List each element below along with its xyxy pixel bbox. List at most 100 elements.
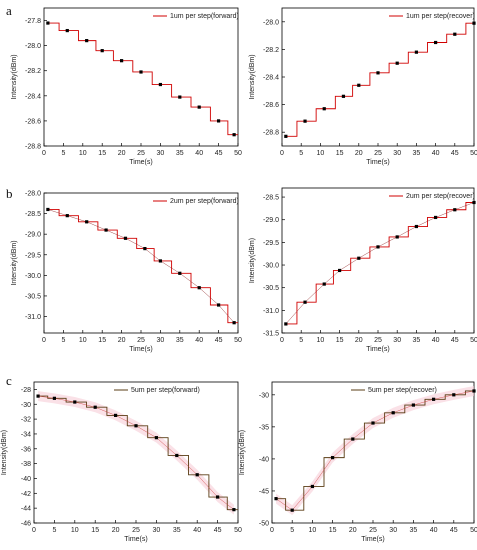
chart-2-xtick-label: 40	[432, 150, 440, 157]
chart-3-plot-frame	[43, 192, 239, 334]
chart-1-xtick-label: 0	[42, 150, 46, 157]
chart-6-ytick-label: -35	[259, 424, 269, 431]
chart-5-data-point	[195, 473, 199, 477]
chart-3-ytick-label: -29.0	[25, 232, 41, 239]
chart-1-ytick-label: -28.6	[25, 118, 41, 125]
panel-label-b: b	[6, 186, 13, 201]
chart-2-ytick-label: -28.6	[263, 102, 279, 109]
chart-1-step-line	[47, 22, 238, 136]
chart-4-data-point	[322, 282, 326, 286]
chart-1-data-point	[217, 119, 221, 123]
chart-4-ytick-label: -28.5	[263, 195, 279, 202]
chart-3-xtick-label: 0	[42, 337, 46, 344]
chart-3-ytick-label: -28.5	[25, 211, 41, 218]
chart-6-xtick-label: 50	[470, 527, 477, 534]
chart-3-data-point	[46, 207, 50, 212]
chart-4-ylabel: Intensity(dBm)	[249, 238, 256, 283]
chart-4-ytick-label: -31.5	[263, 331, 279, 338]
chart-3-legend-label: 2um per step(forward)	[170, 198, 239, 205]
chart-4-data-point	[376, 245, 380, 249]
chart-6-xtick-label: 30	[389, 527, 397, 534]
chart-6-data-point	[452, 393, 456, 397]
chart-3-data-point	[217, 303, 221, 307]
chart-2-xtick-label: 10	[317, 150, 325, 157]
chart-1-data-point	[100, 49, 104, 53]
chart-5-data-point	[154, 436, 158, 440]
chart-5-xtick-label: 15	[91, 527, 99, 534]
chart-6-data-point	[274, 497, 278, 501]
chart-5-ytick-label: -32	[21, 417, 31, 424]
chart-4-xtick-label: 5	[299, 337, 303, 344]
chart-6-data-point	[371, 421, 375, 425]
chart-1-xlabel: Time(s)	[129, 159, 152, 166]
chart-5-data-point	[36, 394, 40, 398]
chart-6-xtick-label: 10	[309, 527, 317, 534]
chart-3-data-point	[104, 228, 108, 232]
chart-6-data-point	[351, 437, 355, 441]
chart-4-data-point	[414, 224, 418, 229]
chart-3-data-point	[123, 236, 128, 240]
chart-3-data-point	[158, 259, 162, 263]
chart-2-data-point	[453, 32, 457, 36]
chart-1-data-point	[46, 21, 50, 25]
chart-1-ytick-label: -28.4	[25, 93, 41, 100]
chart-3-step-line	[47, 209, 238, 324]
chart-2-xtick-label: 35	[413, 150, 421, 157]
chart-1-plot-frame	[43, 7, 239, 147]
chart-5-xtick-label: 45	[214, 527, 222, 534]
chart-1-data-point	[65, 28, 69, 33]
chart-1-data-point	[178, 95, 182, 99]
chart-3-data-point	[85, 220, 89, 224]
chart-2-xtick-label: 20	[355, 150, 363, 157]
charts-group: 0 5 10 15 20 25 30 35 40 45 50-27.8-28.0-28.2-28.4…	[1, 7, 477, 543]
chart-5-legend-label: 5um per step(forward)	[131, 387, 200, 394]
chart-2-xtick-label: 0	[280, 150, 284, 157]
chart-6-ytick-label: -45	[259, 488, 269, 495]
chart-2-data-point	[341, 94, 346, 98]
chart-6-data-point	[472, 389, 476, 393]
chart-5-xtick-label: 10	[71, 527, 79, 534]
chart-2-data-point	[395, 61, 399, 65]
chart-1-data-point	[158, 82, 162, 87]
chart-6-xtick-label: 40	[430, 527, 438, 534]
chart-4-data-point	[395, 235, 399, 239]
chart-1-xtick-label: 50	[234, 150, 242, 157]
chart-3-xtick-label: 45	[215, 337, 223, 344]
chart-4-xtick-label: 10	[317, 337, 325, 344]
chart-2-xlabel: Time(s)	[366, 159, 389, 166]
chart-2-ytick-label: -28.4	[263, 75, 279, 82]
chart-6-xtick-label: 5	[290, 527, 294, 534]
chart-4-ytick-label: -30.5	[263, 285, 279, 292]
chart-3-ytick-label: -31.0	[25, 314, 41, 321]
chart-2-xtick-label: 50	[470, 150, 477, 157]
chart-4-xtick-label: 25	[374, 337, 382, 344]
chart-3-xtick-label: 20	[118, 337, 126, 344]
chart-6-xtick-label: 25	[369, 527, 377, 534]
chart-4-xlabel: Time(s)	[366, 346, 389, 353]
chart-3-xtick-label: 50	[234, 337, 242, 344]
chart-1-ytick-label: -27.8	[25, 18, 41, 25]
chart-3-ytick-label: -30.5	[25, 293, 41, 300]
chart-5-error-band	[38, 391, 234, 515]
chart-3-xlabel: Time(s)	[129, 346, 152, 353]
chart-5-xtick-label: 35	[173, 527, 181, 534]
chart-4-data-point	[303, 300, 307, 304]
chart-4-xtick-label: 15	[336, 337, 344, 344]
chart-5-ytick-label: -34	[21, 431, 31, 438]
chart-5-xtick-label: 0	[32, 527, 36, 534]
chart-3-data-point	[232, 321, 236, 325]
chart-4-legend-label: 2um per step(recover)	[406, 193, 475, 200]
chart-5-data-point	[114, 413, 118, 417]
chart-6-xtick-label: 35	[410, 527, 418, 534]
chart-1-ytick-label: -28.2	[25, 68, 41, 75]
chart-6-xtick-label: 0	[270, 527, 274, 534]
chart-4-xtick-label: 0	[280, 337, 284, 344]
chart-6-data-point	[432, 397, 436, 401]
chart-2-xtick-label: 45	[451, 150, 459, 157]
chart-4-xtick-label: 35	[413, 337, 421, 344]
chart-5-xtick-label: 40	[193, 527, 201, 534]
chart-2-xtick-label: 30	[393, 150, 401, 157]
chart-3-xtick-label: 30	[157, 337, 165, 344]
chart-2-xtick-label: 5	[299, 150, 303, 157]
chart-5-ytick-label: -38	[21, 461, 31, 468]
